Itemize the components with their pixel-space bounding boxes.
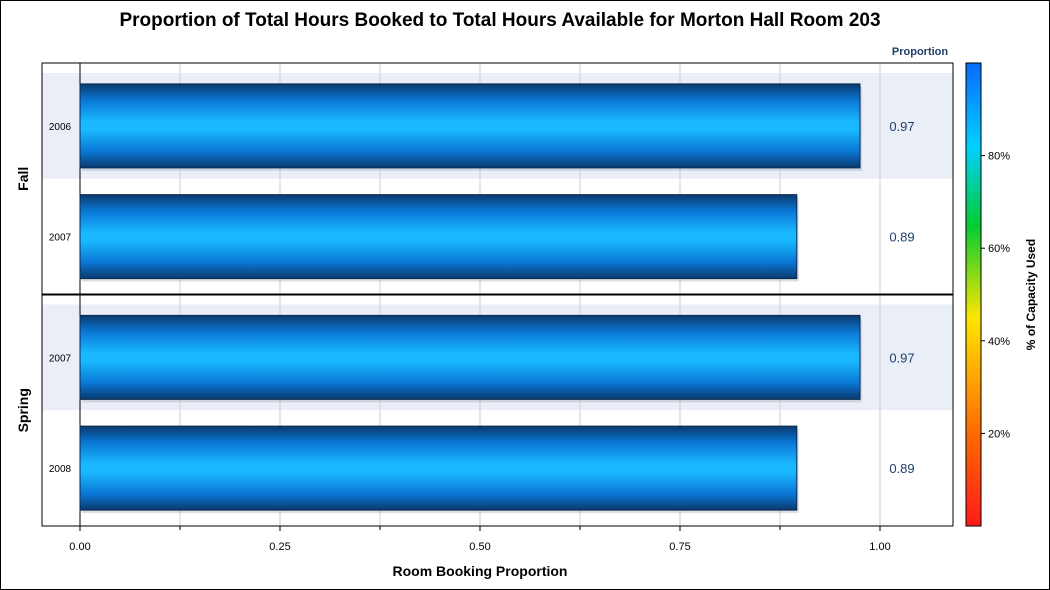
value-label: 0.89 — [889, 461, 914, 476]
value-column-header: Proportion — [892, 46, 948, 58]
x-tick-label: 0.00 — [69, 541, 90, 553]
bar[interactable] — [79, 314, 861, 400]
x-tick-label: 0.25 — [269, 541, 290, 553]
colorbar-title: % of Capacity Used — [1024, 239, 1038, 350]
colorbar-legend: 20% 40% 60% 80% % of Capacity Used — [965, 62, 1038, 527]
category-label: 2007 — [49, 233, 72, 244]
colorbar-tick-label: 40% — [988, 336, 1010, 348]
category-label: 2007 — [49, 353, 72, 364]
x-tick-label: 0.50 — [469, 541, 490, 553]
value-label: 0.97 — [889, 119, 914, 134]
value-label: 0.97 — [889, 350, 914, 365]
category-label: 2008 — [49, 464, 72, 475]
x-tick-label: 1.00 — [869, 541, 890, 553]
colorbar-tick-label: 20% — [988, 428, 1010, 440]
bar[interactable] — [79, 83, 861, 169]
category-label: 2006 — [49, 122, 72, 133]
colorbar-tick-label: 80% — [988, 151, 1010, 163]
x-axis-title: Room Booking Proportion — [393, 563, 568, 579]
x-tick-label: 0.75 — [669, 541, 690, 553]
value-label: 0.89 — [889, 230, 914, 245]
group-label: Spring — [15, 388, 31, 432]
colorbar-tick-label: 60% — [988, 243, 1010, 255]
chart-title: Proportion of Total Hours Booked to Tota… — [119, 10, 881, 31]
colorbar-gradient — [965, 62, 982, 527]
bar[interactable] — [79, 425, 798, 511]
bar[interactable] — [79, 194, 798, 280]
group-label: Fall — [15, 167, 31, 191]
plot-area: Fall 2006 0.97 2007 0.89 Spring 2007 0.97 2008 0.… — [15, 62, 954, 553]
